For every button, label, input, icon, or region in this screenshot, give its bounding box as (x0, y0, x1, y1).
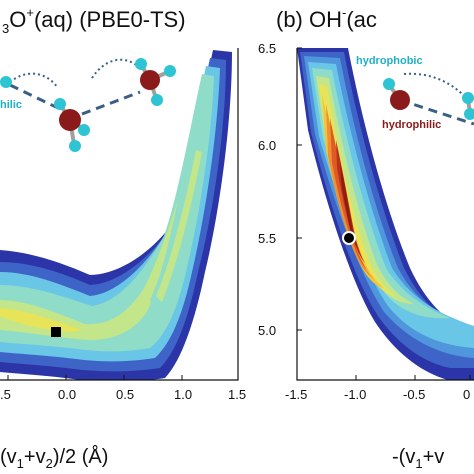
panel-a-xtick-2: 1.0 (174, 387, 192, 402)
panel-a-xtick-3: 1.5 (228, 387, 246, 402)
panel-b-ticks (296, 47, 471, 380)
panel-b-hydrogen-atom-3 (464, 108, 474, 120)
panel-a-hydrogen-atom-3 (69, 140, 81, 152)
panel-a-dotted-arrow-2 (91, 58, 141, 79)
panel-a-contours (0, 50, 232, 380)
panel-b-ytick-0: 6.5 (258, 41, 276, 56)
panel-a-square-marker (51, 327, 61, 337)
panel-a-xlabel: (v1+v2)/2 (Å) (0, 445, 108, 471)
panel-b-xtick-3: 0 (463, 387, 470, 402)
panel-b-annotation-hydrophilic: hydrophilic (382, 119, 441, 131)
panel-b-hydrogen-atom-2 (462, 92, 474, 104)
panel-b-ytick-1: 6.0 (258, 138, 276, 153)
panel-a-oxygen-atom-1 (59, 109, 81, 131)
panel-a-hydrogen-atom-7 (0, 76, 12, 88)
panel-a-dotted-arrow-1 (9, 72, 59, 89)
panel-a-annotation-hilic: hilic (0, 99, 22, 111)
panel-a-hydrogen-atom-6 (151, 94, 163, 106)
contour-b-l6 (319, 84, 396, 296)
contour-a-l4 (0, 200, 178, 340)
panel-a-title: 3O+(aq) (PBE0-TS) (2, 5, 186, 36)
panel-a-hydrogen-atom-2 (78, 124, 90, 136)
panel-b-circle-marker (342, 231, 356, 245)
contour-a-l5 (0, 308, 82, 332)
contour-b-l8 (326, 104, 376, 280)
panel-a: .5 0.0 0.5 1.0 1.5 3O+(aq) (PBE0-TS) (v1… (0, 5, 246, 471)
panel-a-hydrogen-atom-1 (54, 98, 66, 110)
panel-b-title: (b) OH-(ac (276, 5, 377, 32)
panel-b-ytick-2: 5.5 (258, 231, 276, 246)
contour-b-l3 (308, 62, 474, 348)
panel-a-molecule-inset: hilic (0, 58, 176, 152)
panel-b-xtick-1: -1.0 (344, 387, 366, 402)
panel-a-dashed-bond-1 (9, 83, 59, 110)
panel-a-dashed-bond-2 (81, 90, 141, 116)
panel-a-oxygen-atom-2 (140, 70, 160, 90)
panel-b-annotation-hydrophobic: hydrophobic (356, 55, 423, 67)
panel-b-contours (297, 48, 474, 380)
panel-b-xtick-2: -0.5 (403, 387, 425, 402)
panel-b: 6.5 6.0 5.5 5.0 -1.5 -1.0 -0.5 0 (b) OH-… (258, 5, 474, 471)
panel-b-oxygen-atom (390, 90, 410, 110)
panel-a-hydrogen-atom-4 (135, 58, 147, 70)
panel-a-xtick-1: 0.5 (116, 387, 134, 402)
contour-a-arm-l4 (156, 150, 202, 302)
contour-a-arm-l3 (150, 120, 206, 310)
panel-b-dotted-arrow (403, 72, 469, 101)
panel-b-dashed-bond (399, 98, 474, 126)
panel-b-xtick-0: -1.5 (285, 387, 307, 402)
panel-a-hydrogen-atom-5 (164, 65, 176, 77)
panel-b-xlabel: -(v1+v (392, 446, 444, 471)
panel-b-hydrogen-atom-1 (383, 78, 395, 90)
panel-b-molecule-inset: hydrophobic hydrophilic (356, 55, 474, 131)
panel-a-ticks (7, 375, 239, 380)
panel-a-tick-partial: .5 (0, 387, 11, 402)
panel-a-xtick-0: 0.0 (58, 387, 76, 402)
panel-b-ytick-3: 5.0 (258, 323, 276, 338)
